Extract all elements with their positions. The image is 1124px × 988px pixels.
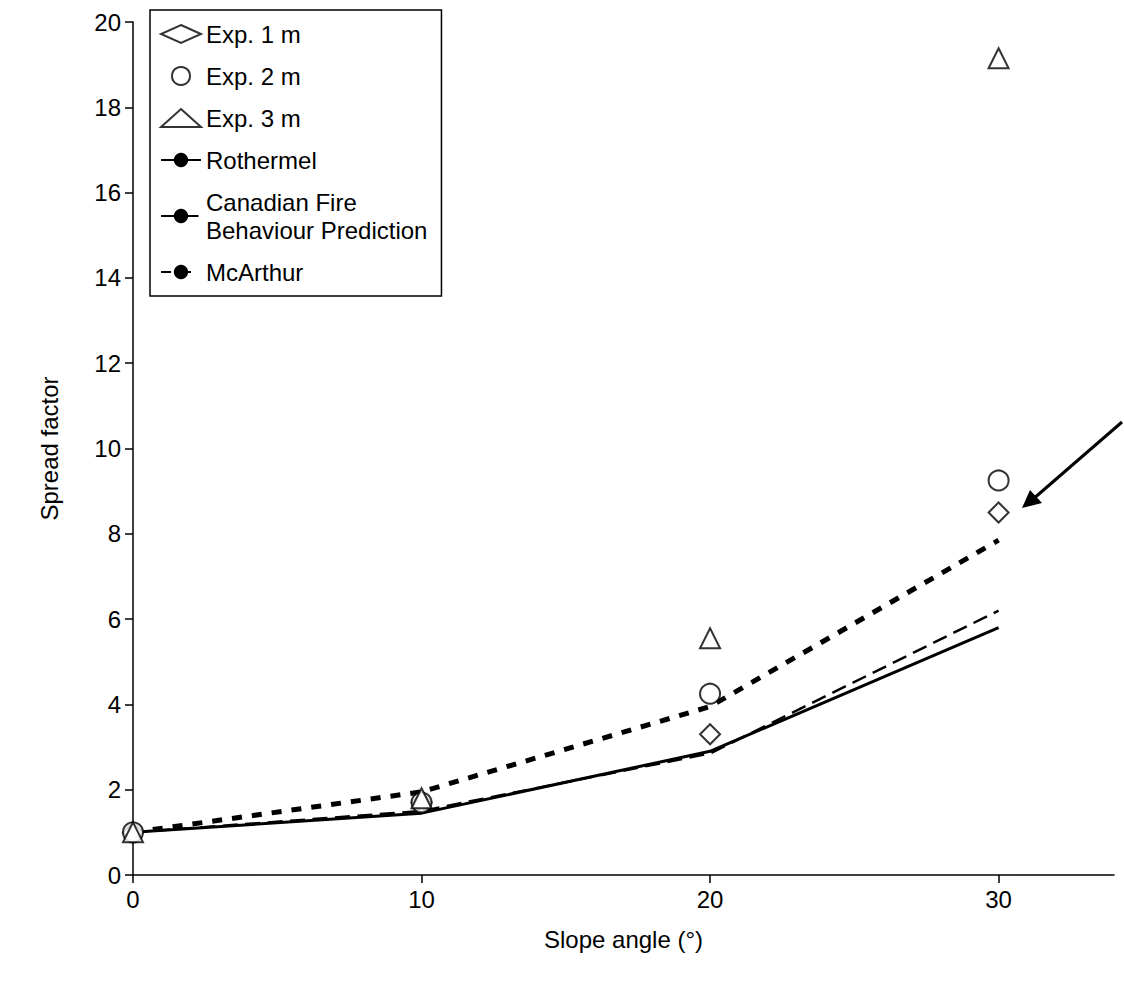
svg-text:10: 10 bbox=[94, 435, 121, 462]
svg-text:0: 0 bbox=[126, 886, 139, 913]
svg-text:Slope angle (°): Slope angle (°) bbox=[544, 926, 703, 953]
svg-text:0: 0 bbox=[108, 862, 121, 889]
svg-text:6: 6 bbox=[108, 606, 121, 633]
svg-text:Exp. 3 m: Exp. 3 m bbox=[206, 105, 301, 132]
svg-text:2: 2 bbox=[108, 776, 121, 803]
svg-text:4: 4 bbox=[108, 691, 121, 718]
svg-text:Behaviour Prediction: Behaviour Prediction bbox=[206, 217, 427, 244]
svg-text:12: 12 bbox=[94, 350, 121, 377]
svg-text:Rothermel: Rothermel bbox=[206, 147, 317, 174]
svg-text:Spread factor: Spread factor bbox=[36, 376, 63, 520]
svg-text:20: 20 bbox=[94, 9, 121, 36]
svg-text:Canadian Fire: Canadian Fire bbox=[206, 189, 357, 216]
svg-text:10: 10 bbox=[408, 886, 435, 913]
svg-text:16: 16 bbox=[94, 179, 121, 206]
svg-text:Exp. 1 m: Exp. 1 m bbox=[206, 21, 301, 48]
svg-text:14: 14 bbox=[94, 264, 121, 291]
svg-text:20: 20 bbox=[697, 886, 724, 913]
svg-text:8: 8 bbox=[108, 520, 121, 547]
svg-text:30: 30 bbox=[985, 886, 1012, 913]
svg-text:18: 18 bbox=[94, 94, 121, 121]
svg-text:McArthur: McArthur bbox=[206, 259, 303, 286]
svg-text:Exp. 2 m: Exp. 2 m bbox=[206, 63, 301, 90]
